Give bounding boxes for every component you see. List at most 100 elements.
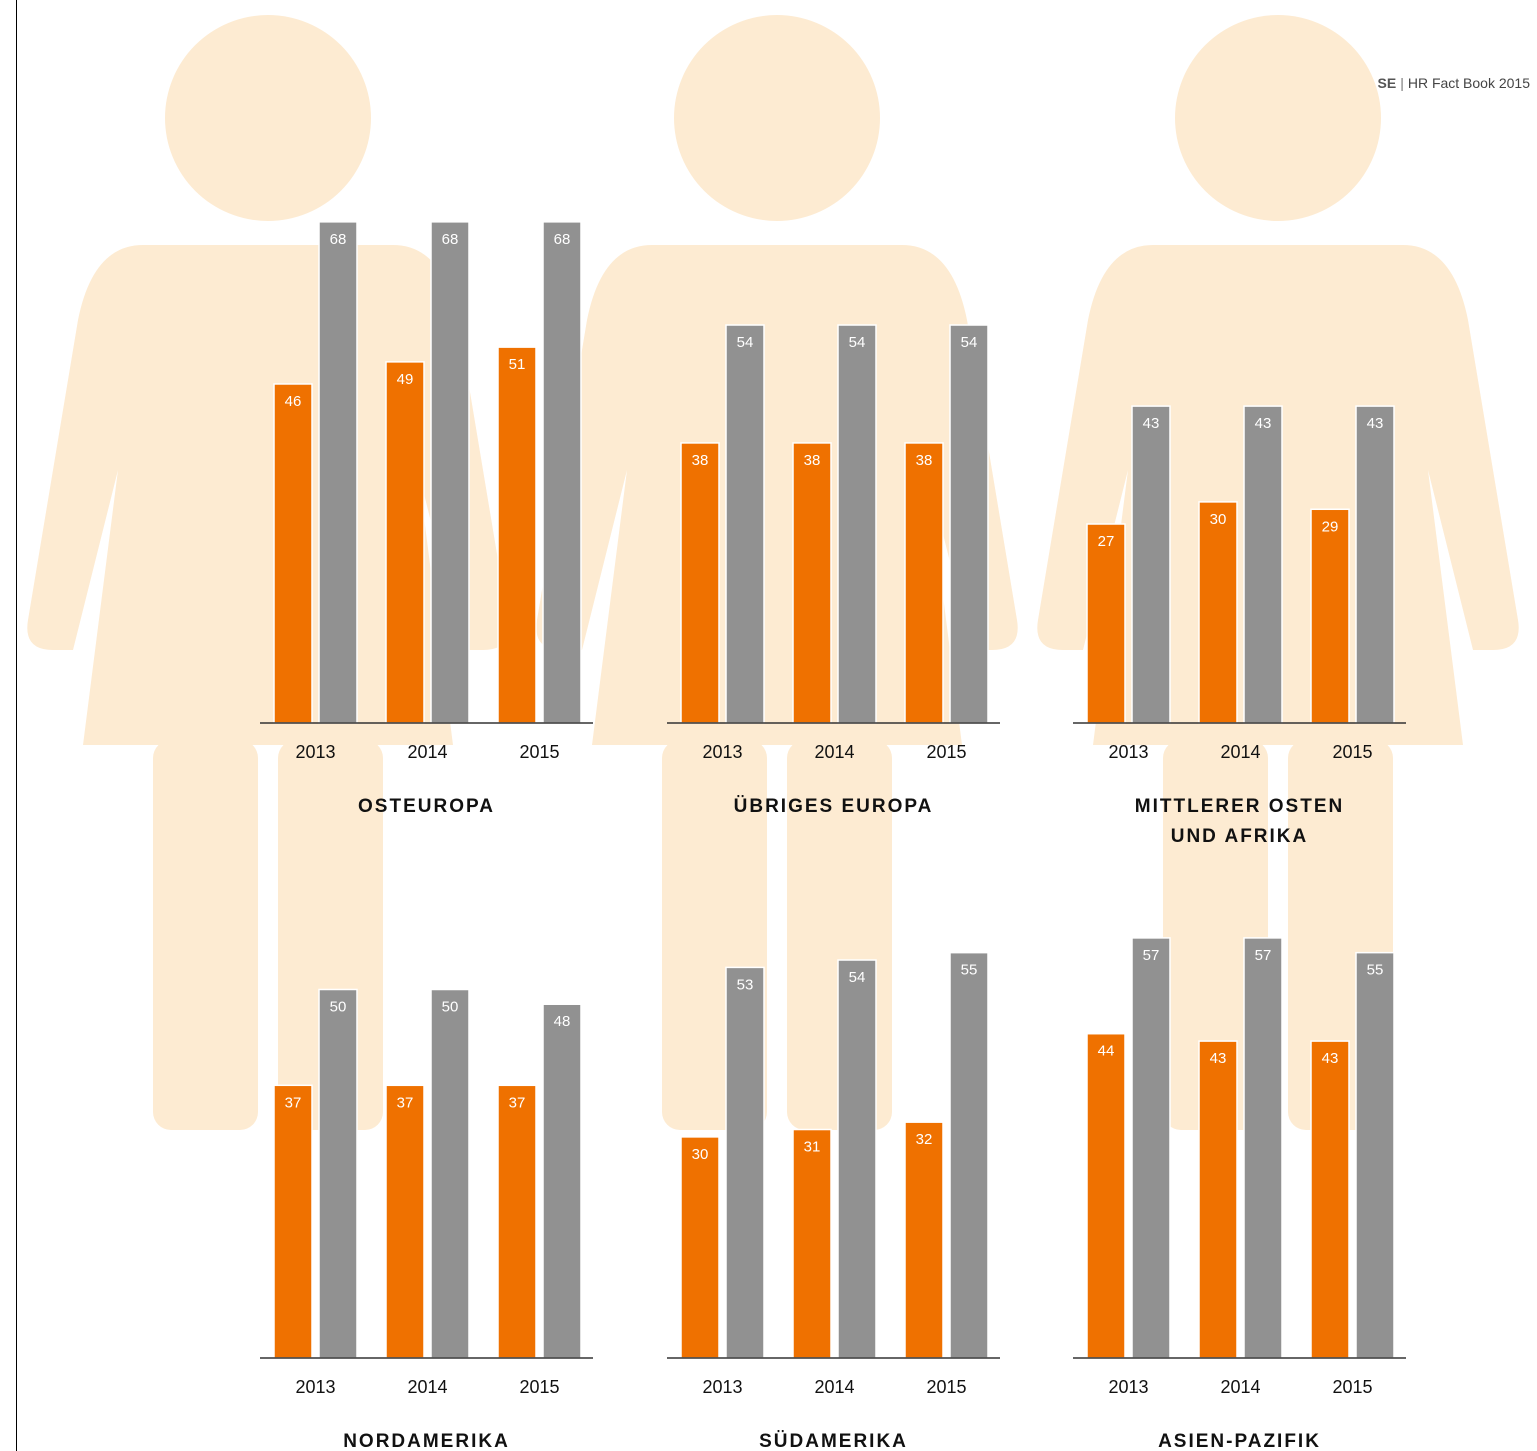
bar xyxy=(1355,405,1395,724)
data-label: 43 xyxy=(1255,415,1272,432)
bar xyxy=(792,1128,832,1359)
x-tick-label: 2013 xyxy=(702,1377,742,1397)
data-label: 27 xyxy=(1098,533,1115,550)
data-label: 53 xyxy=(737,976,754,993)
bar xyxy=(497,1084,537,1359)
data-label: 51 xyxy=(509,356,526,373)
chart-panel: 27 43 2013 30 43 2014 29 43 2015 MITTLERER OSTEN U… xyxy=(1073,405,1406,847)
bar xyxy=(680,442,720,724)
x-tick-label: 2014 xyxy=(407,742,447,762)
data-label: 44 xyxy=(1098,1043,1115,1060)
data-label: 54 xyxy=(849,969,866,986)
bar xyxy=(1086,523,1126,724)
chart-title: UND AFRIKA xyxy=(1171,826,1309,847)
bar xyxy=(725,966,765,1359)
chart-title: NORDAMERIKA xyxy=(343,1431,510,1451)
chart-title: OSTEUROPA xyxy=(358,796,495,817)
bar xyxy=(904,1121,944,1359)
data-label: 48 xyxy=(554,1013,571,1030)
bar xyxy=(273,383,313,724)
bar xyxy=(1198,1040,1238,1359)
x-tick-label: 2015 xyxy=(926,1377,966,1397)
x-tick-label: 2015 xyxy=(519,1377,559,1397)
x-tick-label: 2015 xyxy=(519,742,559,762)
data-label: 57 xyxy=(1143,947,1160,964)
data-label: 55 xyxy=(1367,962,1384,979)
data-label: 68 xyxy=(554,231,571,248)
bar xyxy=(725,324,765,724)
bar xyxy=(837,324,877,724)
data-label: 68 xyxy=(330,231,347,248)
data-label: 31 xyxy=(804,1139,821,1156)
x-tick-label: 2015 xyxy=(1332,1377,1372,1397)
bar xyxy=(1243,405,1283,724)
x-tick-label: 2014 xyxy=(814,1377,854,1397)
data-label: 37 xyxy=(285,1094,302,1111)
x-tick-label: 2014 xyxy=(1220,1377,1260,1397)
bar xyxy=(1131,937,1171,1359)
bar xyxy=(542,221,582,724)
bar xyxy=(497,346,537,724)
bar xyxy=(542,1003,582,1359)
bar xyxy=(385,1084,425,1359)
chart-title: MITTLERER OSTEN xyxy=(1135,796,1344,817)
data-label: 68 xyxy=(442,231,459,248)
bar xyxy=(1355,951,1395,1359)
header-separator: | xyxy=(1400,75,1404,91)
chart-title: ASIEN-PAZIFIK xyxy=(1158,1431,1321,1451)
bar xyxy=(430,221,470,724)
bar xyxy=(1131,405,1171,724)
x-tick-label: 2013 xyxy=(1108,742,1148,762)
data-label: 54 xyxy=(737,334,754,351)
data-label: 55 xyxy=(961,962,978,979)
chart-panel: 46 68 2013 49 68 2014 51 68 2015 OSTEUROPA xyxy=(260,221,593,817)
data-label: 49 xyxy=(397,371,414,388)
x-tick-label: 2014 xyxy=(1220,742,1260,762)
x-tick-label: 2013 xyxy=(295,742,335,762)
bar xyxy=(318,221,358,724)
bar xyxy=(385,361,425,724)
bar xyxy=(430,988,470,1359)
page-left-rule xyxy=(16,0,17,1451)
bar xyxy=(949,324,989,724)
chart-title: ÜBRIGES EUROPA xyxy=(734,796,934,817)
data-label: 50 xyxy=(330,999,347,1016)
data-label: 37 xyxy=(397,1094,414,1111)
data-label: 30 xyxy=(692,1146,709,1163)
chart-panel: 44 57 2013 43 57 2014 43 55 2015 ASIEN-PAZIFIK xyxy=(1073,937,1406,1451)
x-tick-label: 2013 xyxy=(295,1377,335,1397)
data-label: 38 xyxy=(692,452,709,469)
data-label: 38 xyxy=(916,452,933,469)
bar xyxy=(273,1084,313,1359)
data-label: 30 xyxy=(1210,511,1227,528)
x-tick-label: 2013 xyxy=(702,742,742,762)
x-tick-label: 2014 xyxy=(814,742,854,762)
data-label: 43 xyxy=(1367,415,1384,432)
bar xyxy=(1310,508,1350,724)
data-label: 37 xyxy=(509,1094,526,1111)
x-tick-label: 2015 xyxy=(926,742,966,762)
header-publication: HR Fact Book 2015 xyxy=(1407,75,1530,91)
chart-panel: 37 50 2013 37 50 2014 37 48 2015 NORDAMERIKA xyxy=(260,988,593,1451)
data-label: 46 xyxy=(285,393,302,410)
bar xyxy=(837,959,877,1359)
x-tick-label: 2014 xyxy=(407,1377,447,1397)
bar xyxy=(318,988,358,1359)
bar xyxy=(792,442,832,724)
bar xyxy=(1198,501,1238,724)
bar xyxy=(904,442,944,724)
bar xyxy=(1310,1040,1350,1359)
chart-panel: 38 54 2013 38 54 2014 38 54 2015 ÜBRIGES EUROPA xyxy=(667,324,1000,817)
bar xyxy=(949,951,989,1359)
data-label: 54 xyxy=(961,334,978,351)
female-silhouette-icon xyxy=(536,15,1018,1130)
data-label: 32 xyxy=(916,1131,933,1148)
x-tick-label: 2013 xyxy=(1108,1377,1148,1397)
data-label: 43 xyxy=(1322,1050,1339,1067)
x-tick-label: 2015 xyxy=(1332,742,1372,762)
data-label: 57 xyxy=(1255,947,1272,964)
data-label: 38 xyxy=(804,452,821,469)
bar xyxy=(1243,937,1283,1359)
data-label: 54 xyxy=(849,334,866,351)
